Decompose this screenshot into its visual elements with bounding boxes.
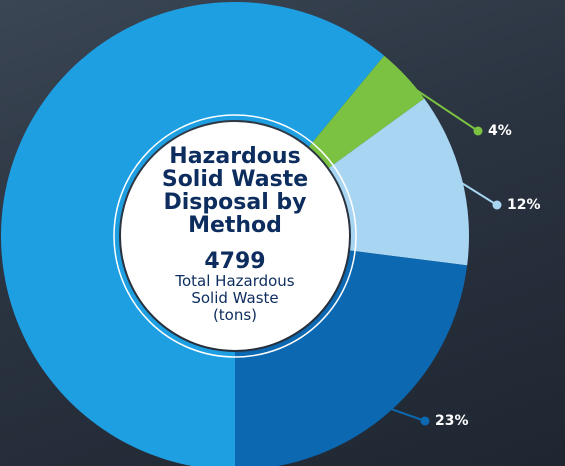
leader-dot — [492, 200, 502, 210]
donut-segment — [308, 55, 425, 168]
chart-title: Hazardous Solid Waste Disposal by Method — [161, 144, 309, 238]
leader-line — [400, 79, 479, 132]
leader-dot — [420, 416, 430, 426]
leader-line — [455, 178, 498, 206]
value-label: 4% — [488, 123, 512, 139]
inner-disc — [121, 122, 349, 350]
center-label: Total Hazardous Solid Waste (tons) — [175, 272, 295, 324]
value-label: 23% — [435, 413, 469, 429]
leader-line — [385, 406, 426, 422]
center-text: Hazardous Solid Waste Disposal by Method… — [125, 145, 345, 324]
donut-segment — [235, 250, 468, 466]
donut-segment — [328, 98, 470, 266]
donut-segment — [1, 2, 385, 466]
inner-ring — [113, 114, 357, 358]
value-label: 12% — [507, 197, 541, 213]
center-value: 4799 — [204, 249, 266, 274]
leader-dot — [473, 126, 483, 136]
